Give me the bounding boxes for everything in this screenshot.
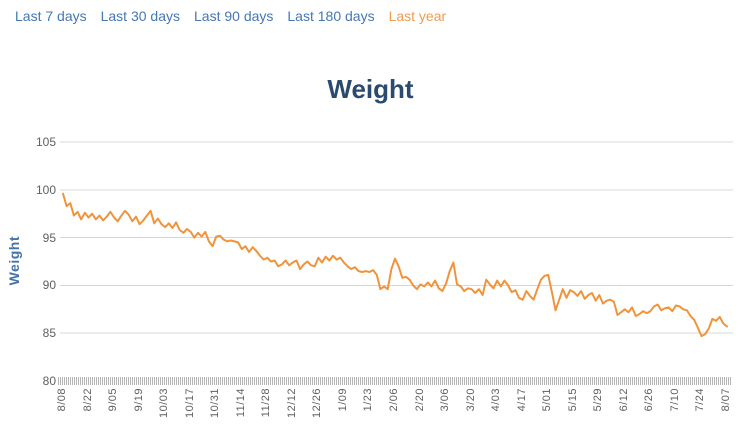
x-tick-label: 7/24: [694, 388, 707, 412]
x-tick-label: 12/12: [285, 388, 298, 419]
x-tick-label: 9/19: [132, 388, 145, 412]
x-tick-label: 1/23: [362, 388, 375, 412]
nav-link-last-year[interactable]: Last year: [388, 8, 447, 24]
x-tick-label: 2/20: [413, 388, 426, 412]
nav-link-last-90-days[interactable]: Last 90 days: [194, 8, 274, 24]
x-tick-label: 9/05: [107, 388, 120, 412]
x-tick-label: 12/26: [311, 388, 324, 419]
x-tick-label: 1/09: [336, 388, 349, 412]
x-tick-label: 5/29: [592, 388, 605, 412]
x-tick-label: 10/31: [209, 388, 222, 419]
x-axis-minor-ticks: [58, 377, 732, 385]
y-tick-label: 95: [42, 230, 56, 245]
x-tick-label: 10/03: [158, 388, 171, 419]
y-tick-label: 105: [35, 135, 56, 149]
x-tick-label: 5/15: [566, 388, 579, 412]
time-range-nav: Last 7 days Last 30 days Last 90 days La…: [15, 8, 446, 25]
nav-link-last-7-days[interactable]: Last 7 days: [15, 8, 87, 24]
x-tick-label: 8/22: [81, 388, 94, 412]
x-tick-label: 10/17: [183, 388, 196, 419]
x-tick-label: 3/06: [439, 388, 452, 412]
x-tick-label: 3/20: [464, 388, 477, 412]
x-tick-label: 8/07: [720, 388, 732, 412]
x-tick-label: 11/14: [234, 388, 247, 418]
y-tick-label: 80: [42, 374, 56, 388]
y-tick-label: 90: [42, 278, 56, 293]
x-tick-label: 4/03: [490, 388, 503, 412]
y-tick-label: 85: [42, 326, 56, 341]
weight-line-series: [62, 192, 728, 338]
x-tick-label: 6/26: [643, 388, 656, 412]
y-tick-label: 100: [35, 182, 56, 197]
chart-title: Weight: [327, 74, 414, 104]
x-tick-label: 11/28: [260, 388, 273, 418]
x-tick-label: 6/12: [617, 388, 630, 412]
nav-link-last-180-days[interactable]: Last 180 days: [287, 8, 375, 24]
x-tick-label: 7/10: [668, 388, 681, 412]
nav-link-last-30-days[interactable]: Last 30 days: [100, 8, 180, 24]
x-tick-label: 4/17: [515, 388, 528, 412]
x-tick-label: 5/01: [541, 388, 554, 412]
x-tick-label: 8/08: [56, 388, 68, 412]
x-tick-label: 2/06: [388, 388, 400, 412]
